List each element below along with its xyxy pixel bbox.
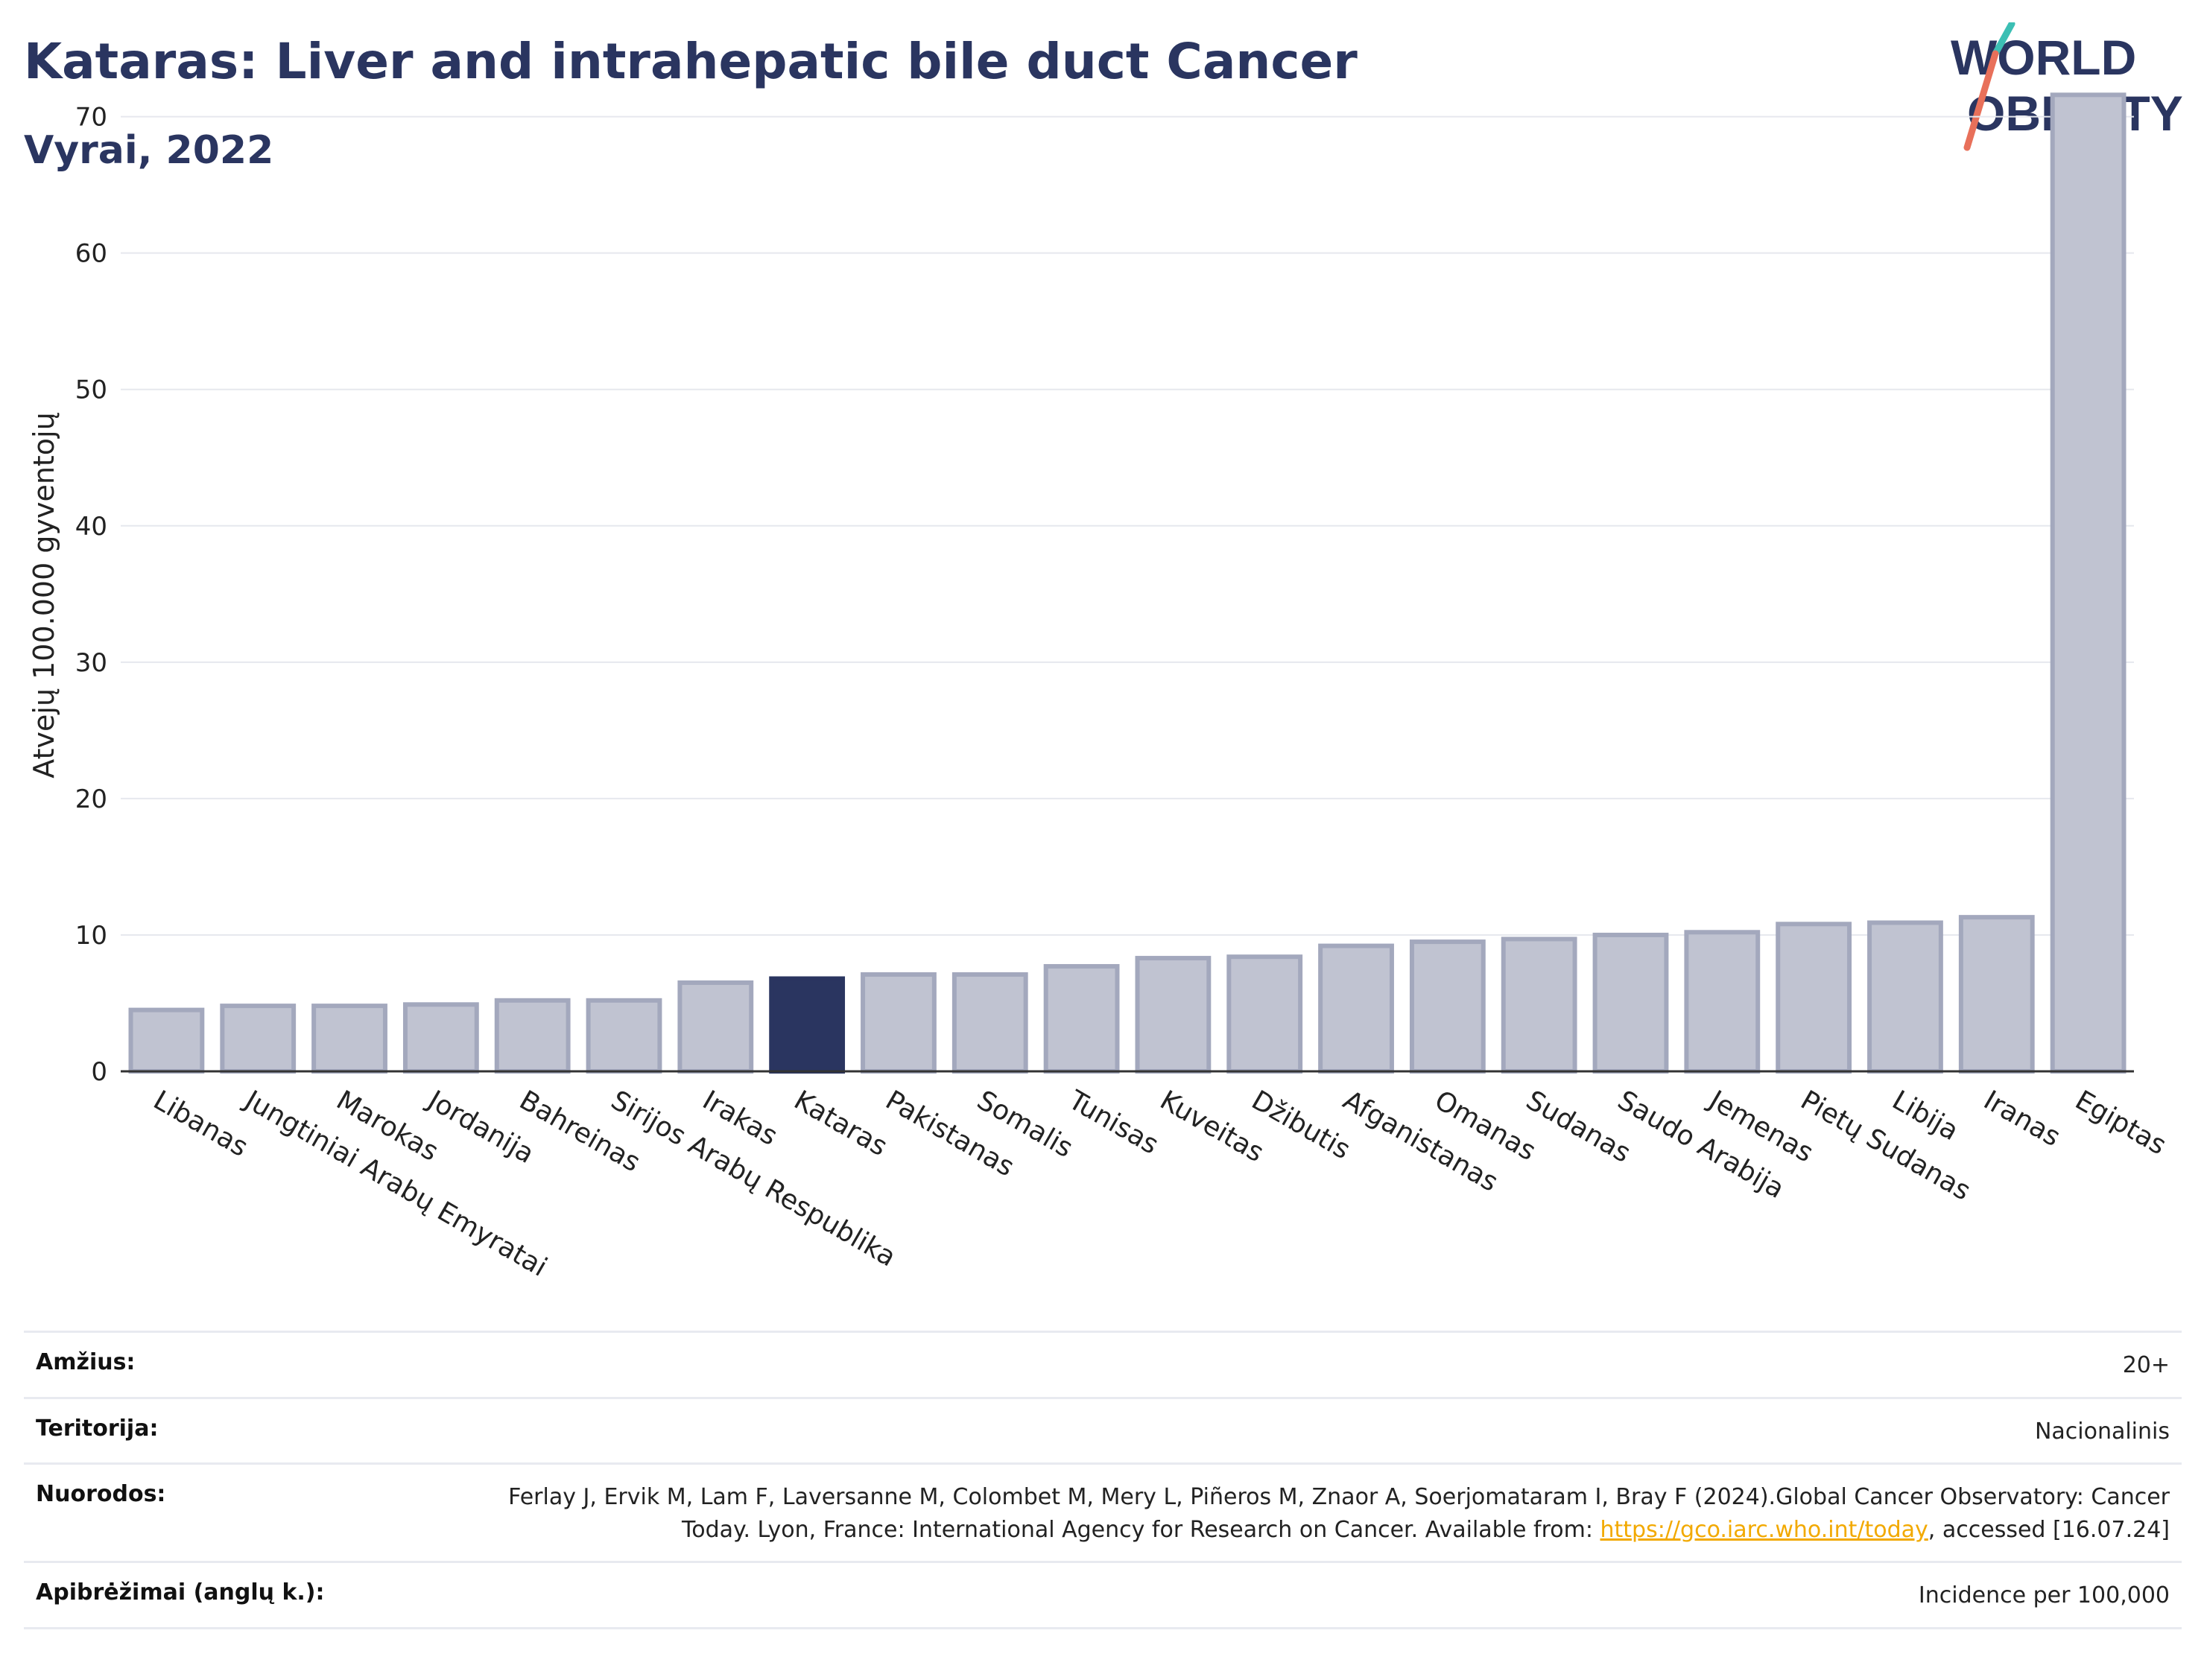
bar-1: [220, 1004, 297, 1074]
x-tick-label: Tunisas: [1063, 1085, 1163, 1161]
info-table: Amžius: 20+ Teritorija: Nacionalinis Nuo…: [24, 1331, 2182, 1629]
page-subtitle: Vyrai, 2022: [24, 128, 274, 173]
bar-0: [128, 1007, 205, 1074]
x-tick-label: Kataras: [789, 1085, 893, 1162]
y-tick-label: 30: [75, 648, 107, 678]
x-tick-label: Egiptas: [2070, 1085, 2171, 1161]
bar-17: [1684, 930, 1761, 1074]
x-tick-label: Džibutis: [1247, 1085, 1355, 1165]
y-tick-label: 40: [75, 512, 107, 542]
bar-9: [951, 972, 1028, 1074]
info-row-territory: Teritorija: Nacionalinis: [24, 1396, 2182, 1463]
y-tick-label: 60: [75, 239, 107, 269]
page-title: Kataras: Liver and intrahepatic bile duc…: [24, 33, 1358, 90]
chart-grid: [121, 115, 2134, 936]
bar-12: [1226, 954, 1303, 1074]
definitions-value: Incidence per 100,000: [1918, 1582, 2170, 1608]
bar-3: [402, 1002, 479, 1074]
age-value: 20+: [2122, 1352, 2170, 1378]
y-tick-label: 0: [91, 1057, 107, 1087]
info-row-references: Nuorodos: Ferlay J, Ervik M, Lam F, Lave…: [24, 1462, 2182, 1561]
x-tick-label: Kuveitas: [1155, 1085, 1269, 1168]
bar-20: [1958, 915, 2035, 1074]
references-value: Ferlay J, Ervik M, Lam F, Laversanne M, …: [493, 1481, 2170, 1546]
x-tick-label: Jordanija: [422, 1084, 539, 1170]
territory-label: Teritorija:: [36, 1415, 159, 1442]
x-tick-label: Sudanas: [1521, 1085, 1635, 1169]
y-tick-label: 10: [75, 921, 107, 951]
chart-bars: [128, 92, 2127, 1074]
bar-7: [769, 976, 846, 1074]
x-tick-label: Afganistanas: [1338, 1085, 1504, 1198]
references-accessed: , accessed [16.07.24]: [1928, 1516, 2170, 1543]
bar-13: [1318, 943, 1394, 1074]
y-axis-label: Atvejų 100.000 gyventojų: [28, 412, 60, 778]
y-tick-label: 70: [75, 103, 107, 133]
bar-15: [1501, 936, 1577, 1074]
logo-line-1: WORLD: [1951, 30, 2136, 85]
info-row-age: Amžius: 20+: [24, 1331, 2182, 1397]
info-row-definitions: Apibrėžimai (anglų k.): Incidence per 10…: [24, 1561, 2182, 1629]
references-link[interactable]: https://gco.iarc.who.int/today: [1600, 1516, 1928, 1543]
bar-8: [861, 972, 937, 1074]
bar-4: [494, 998, 571, 1074]
x-tick-label: Iranas: [1978, 1085, 2065, 1153]
y-axis-ticks: 0 10 20 30 40 50 60 70: [75, 103, 107, 1087]
bar-19: [1867, 920, 1943, 1074]
bar-5: [586, 998, 662, 1074]
y-tick-label: 50: [75, 375, 107, 405]
territory-value: Nacionalinis: [2034, 1418, 2170, 1445]
bar-6: [677, 980, 754, 1074]
bar-16: [1592, 932, 1669, 1074]
age-label: Amžius:: [36, 1349, 136, 1375]
bar-18: [1776, 922, 1852, 1074]
references-text: Ferlay J, Ervik M, Lam F, Laversanne M, …: [508, 1484, 2170, 1543]
bar-11: [1135, 956, 1212, 1074]
x-tick-label: Libanas: [148, 1085, 253, 1163]
y-tick-label: 20: [75, 784, 107, 814]
bar-10: [1043, 964, 1120, 1074]
bar-21: [2050, 92, 2127, 1074]
references-label: Nuorodos:: [36, 1481, 166, 1507]
definitions-label: Apibrėžimai (anglų k.):: [36, 1579, 325, 1605]
bar-14: [1409, 939, 1486, 1074]
bar-2: [311, 1004, 387, 1074]
